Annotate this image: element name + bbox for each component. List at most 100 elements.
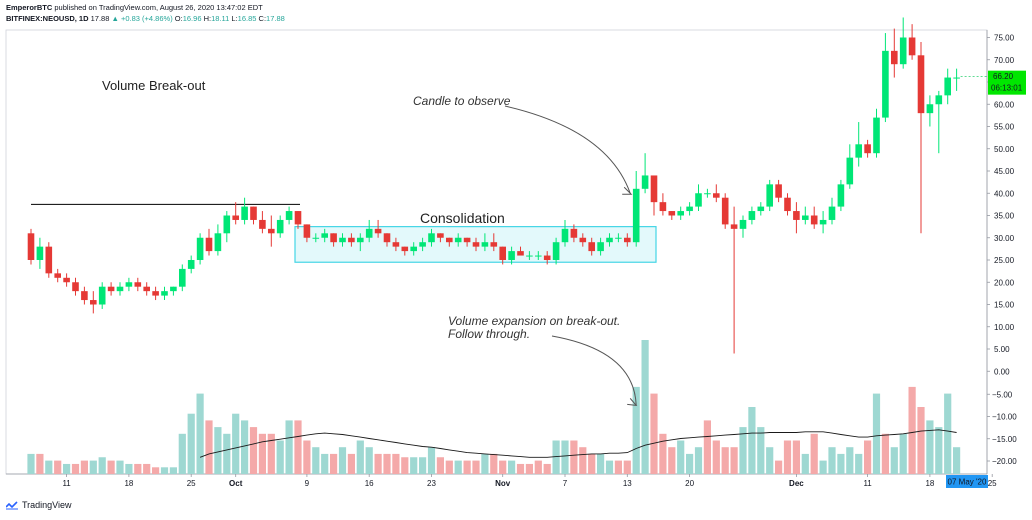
volume-bar (338, 447, 347, 474)
volume-bar (267, 433, 275, 474)
volume-bar (953, 447, 961, 474)
candle-body (668, 211, 676, 216)
candle-body (793, 211, 800, 220)
volume-bar (383, 453, 391, 474)
volume-bar (810, 433, 818, 474)
volume-bar (223, 433, 231, 474)
price-tick-label: 50.00 (994, 145, 1015, 154)
candle-to-observe-note: Candle to observe (413, 94, 511, 108)
volume-bar (597, 453, 605, 474)
candle-body (579, 237, 587, 243)
volume-arrow (551, 335, 637, 406)
volume-arrowhead (627, 398, 638, 407)
price-tick-label: 10.00 (994, 323, 1015, 332)
candle-body (401, 246, 409, 252)
volume-bar (552, 440, 560, 474)
candle-body (241, 206, 248, 220)
volume-bar (80, 460, 88, 474)
volume-bar (294, 420, 302, 474)
open-value: 16.96 (182, 14, 202, 23)
author-name[interactable]: EmperorBTC (6, 3, 53, 12)
volume-bar (641, 340, 649, 474)
volume-bar (890, 447, 898, 474)
candle-body (891, 50, 898, 65)
volume-bar (775, 460, 783, 474)
volume-bar (677, 440, 685, 474)
volume-bar (196, 393, 204, 474)
candle-body (98, 286, 106, 305)
candle-body (250, 206, 257, 220)
candle-body (641, 175, 649, 189)
candle-body (187, 260, 195, 269)
countdown-tag-text: 06:13:01 (991, 84, 1023, 93)
candle-body (63, 277, 70, 283)
volume-bar (241, 420, 249, 474)
candle-body (837, 184, 845, 207)
candle-body (321, 233, 328, 238)
volume-bar (614, 460, 622, 474)
last-price-tag-text: 66.20 (993, 72, 1014, 81)
candle-body (882, 50, 889, 118)
volume-bar (588, 453, 596, 474)
volume-bar (214, 427, 222, 474)
tradingview-brand[interactable]: TradingView (6, 500, 72, 510)
volume-bar (463, 460, 471, 474)
candle-body (357, 237, 364, 243)
candle-body (632, 188, 640, 243)
volume-bar (828, 447, 836, 474)
volume-bar (187, 413, 195, 474)
candle-body (526, 255, 533, 257)
volume-bar (659, 433, 667, 474)
brand-label: TradingView (22, 500, 72, 510)
candle-body (446, 237, 453, 243)
volume-bar (525, 463, 533, 474)
date-tick-label: 13 (623, 479, 632, 488)
volume-bar (632, 386, 640, 474)
volume-bar (472, 460, 480, 474)
low-label: L: (231, 14, 238, 23)
candle-body (276, 219, 284, 234)
candle-body (134, 282, 142, 287)
candle-body (365, 228, 373, 238)
volume-bar (846, 447, 854, 474)
volume-bar (374, 453, 382, 474)
candle-body (161, 291, 168, 296)
volume-bar (160, 467, 169, 474)
volume-bar (116, 460, 124, 474)
symbol-label: BITFINEX:NEOUSD, 1D (6, 14, 89, 23)
volume-bar (899, 433, 907, 474)
volume-bar (125, 463, 133, 474)
publish-info: published on TradingView.com, August 26,… (54, 3, 263, 12)
volume-bar (454, 460, 462, 474)
price-tick-label: 0.00 (994, 367, 1010, 376)
volume-bar (757, 427, 765, 474)
candle-body (285, 211, 293, 220)
candle-body (90, 300, 97, 305)
open-label: O: (174, 14, 183, 23)
volume-bar (178, 433, 186, 474)
volume-bar (54, 460, 62, 474)
volume-bar (276, 440, 284, 474)
volume-bar (605, 460, 614, 474)
candle-body (116, 286, 124, 292)
volume-expansion-note: Volume expansion on break-out. (448, 314, 621, 328)
volume-bar (783, 440, 792, 474)
volume-bar (134, 463, 142, 474)
candle-body (294, 211, 302, 225)
volume-bar (436, 457, 444, 474)
candle-body (348, 237, 355, 243)
volume-bar (285, 420, 293, 474)
candle-body (437, 233, 444, 238)
candle-body (143, 286, 150, 292)
candle-body (802, 215, 809, 220)
follow-through-note: Follow through. (448, 327, 531, 341)
date-tick-label: 25 (187, 479, 196, 488)
volume-bar (89, 460, 97, 474)
price-tick-label: 20.00 (994, 278, 1015, 287)
date-tick-label: Nov (495, 479, 511, 488)
candle-arrow (504, 105, 631, 194)
candle-body (517, 251, 524, 256)
candle-body (152, 291, 159, 296)
volume-bar (365, 447, 373, 474)
